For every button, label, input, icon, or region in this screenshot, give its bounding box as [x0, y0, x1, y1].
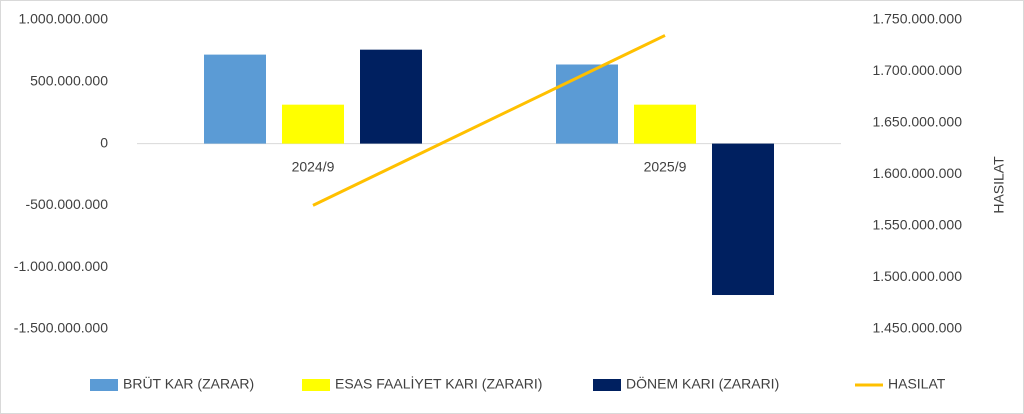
bar	[360, 49, 422, 144]
x-tick-label: 2024/9	[292, 158, 335, 174]
y2-tick-label: 1.500.000.000	[872, 268, 962, 284]
y2-tick-label: 1.450.000.000	[872, 320, 962, 336]
y-tick-label: 500.000.000	[30, 73, 108, 89]
y-tick-label: -500.000.000	[25, 196, 108, 212]
x-tick-label: 2025/9	[644, 158, 687, 174]
y2-tick-label: 1.750.000.000	[872, 11, 962, 27]
y-tick-label: -1.000.000.000	[14, 258, 108, 274]
legend-label: HASILAT	[888, 376, 946, 392]
legend-swatch	[90, 379, 118, 391]
y2-axis-title: HASILAT	[991, 156, 1007, 214]
y2-tick-label: 1.700.000.000	[872, 62, 962, 78]
y2-tick-label: 1.650.000.000	[872, 114, 962, 130]
bar	[712, 143, 774, 296]
legend-swatch	[302, 379, 330, 391]
y-tick-label: -1.500.000.000	[14, 320, 108, 336]
line-series	[312, 34, 666, 207]
legend-swatch	[593, 379, 621, 391]
bar	[634, 104, 696, 144]
legend-label: BRÜT KAR (ZARAR)	[123, 375, 254, 392]
y2-tick-label: 1.600.000.000	[872, 165, 962, 181]
bar	[204, 54, 266, 144]
y-tick-label: 0	[100, 134, 108, 150]
y-tick-label: 1.000.000.000	[18, 11, 108, 27]
y2-tick-label: 1.550.000.000	[872, 217, 962, 233]
legend-label: DÖNEM KARI (ZARARI)	[626, 375, 779, 392]
bar	[282, 104, 344, 144]
bar	[556, 64, 618, 144]
legend-label: ESAS FAALİYET KARI (ZARARI)	[335, 375, 542, 392]
